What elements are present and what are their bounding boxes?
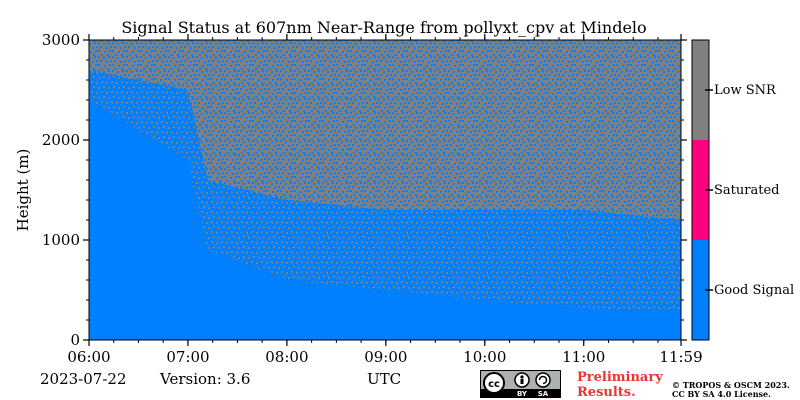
cc-by-label: BY — [517, 390, 528, 398]
x-tick-label: 10:00 — [463, 348, 506, 366]
x-axis: 06:00 07:00 08:00 09:00 10:00 11:00 11:59 — [67, 34, 703, 366]
copyright-line2: CC BY SA 4.0 License. — [672, 389, 771, 399]
cc-sa-label: SA — [538, 390, 549, 398]
colorbar-frame — [691, 39, 710, 341]
x-axis-label: UTC — [367, 370, 401, 388]
x-tick-label: 09:00 — [364, 348, 407, 366]
y-axis-label: Height (m) — [14, 149, 32, 232]
plot-frame — [88, 39, 682, 341]
svg-text:cc: cc — [488, 379, 500, 390]
preliminary-line2: Results. — [577, 385, 636, 400]
y-tick-label: 0 — [70, 331, 80, 349]
y-axis: 0 1000 2000 3000 — [42, 31, 687, 349]
colorbar-segment — [692, 240, 709, 340]
colorbar: Good Signal Saturated Low SNR — [691, 39, 794, 341]
date-label: 2023-07-22 — [40, 370, 126, 388]
y-tick-label: 2000 — [42, 131, 80, 149]
colorbar-segment — [692, 140, 709, 240]
colorbar-segment — [692, 40, 709, 140]
chart-title: Signal Status at 607nm Near-Range from p… — [121, 18, 646, 37]
colorbar-label: Good Signal — [714, 283, 794, 298]
x-tick-label: 07:00 — [166, 348, 209, 366]
copyright-line1: © TROPOS & OSCM 2023. — [672, 380, 790, 390]
version-label: Version: 3.6 — [159, 370, 250, 388]
plot-area — [88, 39, 682, 341]
y-tick-label: 1000 — [42, 231, 80, 249]
x-tick-label: 11:59 — [659, 348, 702, 366]
colorbar-label: Saturated — [714, 183, 779, 198]
colorbar-label: Low SNR — [714, 83, 777, 98]
x-tick-label: 08:00 — [265, 348, 308, 366]
preliminary-line1: Preliminary — [577, 370, 663, 385]
x-tick-label: 06:00 — [67, 348, 110, 366]
good-signal-region — [89, 100, 681, 340]
x-tick-label: 11:00 — [562, 348, 605, 366]
cc-by-sa-icon: cc BY SA — [480, 370, 561, 398]
y-tick-label: 3000 — [42, 31, 80, 49]
